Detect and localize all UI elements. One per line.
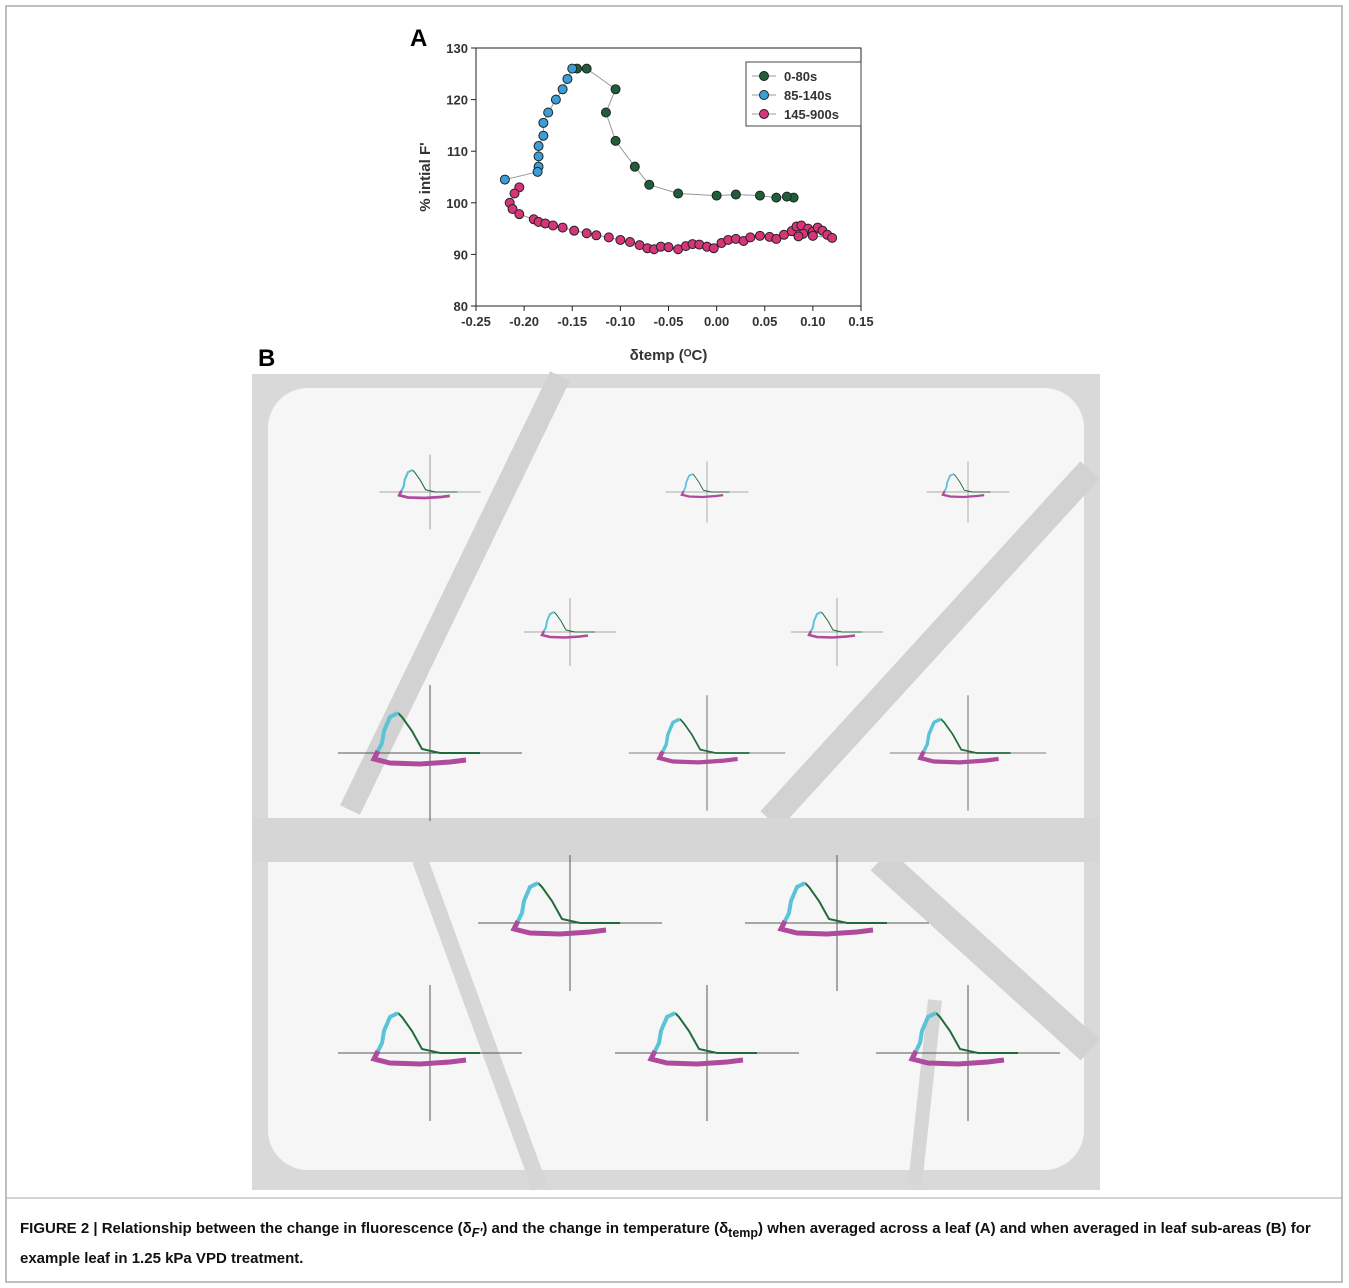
data-point bbox=[544, 108, 553, 117]
legend-marker bbox=[760, 91, 769, 100]
data-point bbox=[731, 190, 740, 199]
data-point bbox=[626, 238, 635, 247]
data-point bbox=[794, 232, 803, 241]
caption: FIGURE 2 | Relationship between the chan… bbox=[20, 1216, 1330, 1271]
y-tick-label: 100 bbox=[446, 196, 468, 211]
y-tick-label: 110 bbox=[447, 144, 468, 159]
y-tick-label: 90 bbox=[454, 247, 468, 262]
legend-label: 0-80s bbox=[784, 69, 817, 84]
data-point bbox=[782, 192, 791, 201]
data-point bbox=[674, 189, 683, 198]
data-point bbox=[755, 231, 764, 240]
data-point bbox=[558, 223, 567, 232]
legend-label: 145-900s bbox=[784, 107, 839, 122]
legend-marker bbox=[760, 110, 769, 119]
data-point bbox=[611, 136, 620, 145]
chart-a: -0.25 -0.20 -0.15 -0.10 -0.05 0.00 0.05 0.10 0.1… bbox=[417, 41, 874, 364]
figure: A B -0.25 -0.20 -0.15 -0.10 -0.05 0.00 0.05 0.1… bbox=[0, 0, 1349, 1288]
data-point bbox=[563, 74, 572, 83]
x-axis-label: δtemp (ᴼC) bbox=[630, 347, 708, 364]
y-tick-label: 120 bbox=[446, 93, 468, 108]
data-point bbox=[500, 175, 509, 184]
data-point bbox=[539, 118, 548, 127]
panel-label: A bbox=[410, 25, 427, 52]
x-tick-label: -0.05 bbox=[654, 314, 684, 329]
caption-subscript: F′ bbox=[472, 1226, 483, 1240]
x-tick-label: -0.20 bbox=[509, 314, 539, 329]
data-point bbox=[582, 64, 591, 73]
data-point bbox=[664, 243, 673, 252]
legend-label: 85-140s bbox=[784, 88, 832, 103]
data-point bbox=[592, 231, 601, 240]
caption-text: ) and the change in temperature (δ bbox=[482, 1220, 728, 1237]
data-point bbox=[808, 231, 817, 240]
data-point bbox=[746, 233, 755, 242]
x-tick-label: 0.15 bbox=[848, 314, 873, 329]
data-point bbox=[611, 85, 620, 94]
data-point bbox=[645, 180, 654, 189]
data-point bbox=[551, 95, 560, 104]
data-point bbox=[630, 162, 639, 171]
figure-page: A B -0.25 -0.20 -0.15 -0.10 -0.05 0.00 0.05 0.1… bbox=[0, 0, 1349, 1288]
x-tick-label: 0.05 bbox=[752, 314, 777, 329]
leaf-image bbox=[252, 374, 1100, 1190]
data-point bbox=[515, 210, 524, 219]
data-point bbox=[558, 85, 567, 94]
data-point bbox=[772, 193, 781, 202]
panel-label: B bbox=[258, 345, 275, 372]
x-tick-label: -0.25 bbox=[461, 314, 491, 329]
data-point bbox=[582, 229, 591, 238]
x-tick-label: -0.15 bbox=[557, 314, 587, 329]
y-tick-label: 80 bbox=[454, 299, 468, 314]
caption-subscript: temp bbox=[728, 1226, 758, 1240]
data-point bbox=[570, 226, 579, 235]
y-axis-label: % intial F' bbox=[417, 142, 434, 211]
x-tick-label: 0.00 bbox=[704, 314, 729, 329]
data-point bbox=[568, 64, 577, 73]
data-point bbox=[616, 235, 625, 244]
data-point bbox=[712, 191, 721, 200]
y-tick-label: 130 bbox=[446, 41, 468, 56]
data-point bbox=[828, 233, 837, 242]
caption-text: FIGURE 2 | Relationship between the chan… bbox=[20, 1220, 472, 1237]
data-point bbox=[534, 152, 543, 161]
data-point bbox=[601, 108, 610, 117]
legend-marker bbox=[760, 72, 769, 81]
x-tick-label: -0.10 bbox=[606, 314, 636, 329]
data-point bbox=[533, 167, 542, 176]
data-point bbox=[549, 221, 558, 230]
x-tick-label: 0.10 bbox=[800, 314, 825, 329]
data-point bbox=[539, 131, 548, 140]
data-point bbox=[534, 142, 543, 151]
data-point bbox=[755, 191, 764, 200]
data-point bbox=[510, 189, 519, 198]
data-point bbox=[604, 233, 613, 242]
